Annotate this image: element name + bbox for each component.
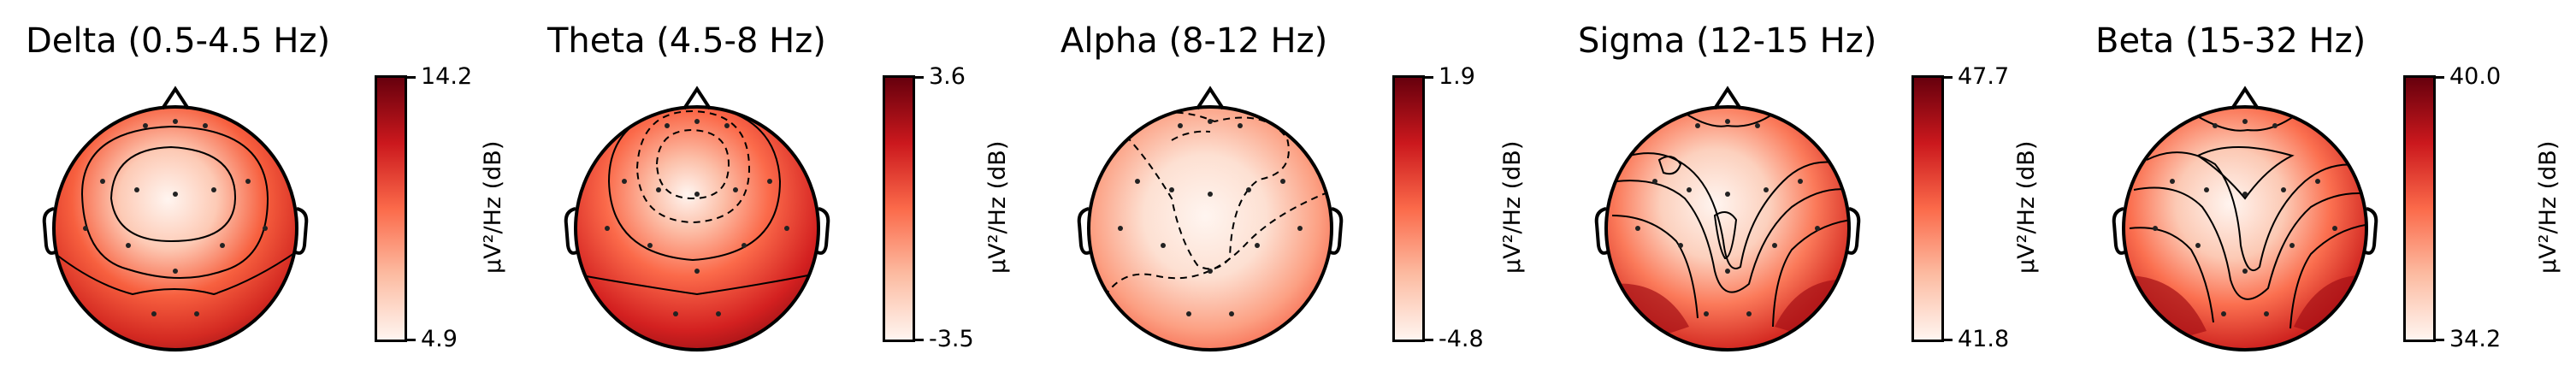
colorbar-min-label: 34.2 — [2449, 326, 2502, 352]
colorbar-max-label: 1.9 — [1439, 63, 1475, 90]
head-outline — [2112, 86, 2378, 352]
colorbar-tick-min — [1944, 339, 1953, 341]
scalp-heatmap — [1089, 107, 1332, 350]
colorbar-axis-label: µV²/Hz (dB) — [480, 140, 506, 274]
topomap-panel-delta: Delta (0.5-4.5 Hz) — [26, 0, 513, 384]
panel-title: Theta (4.5-8 Hz) — [547, 21, 826, 61]
topomap-alpha — [1077, 86, 1344, 352]
colorbar-min-label: -4.8 — [1439, 326, 1484, 352]
colorbar-tick-min — [1425, 339, 1433, 341]
head-outline — [42, 86, 309, 352]
colorbar — [883, 75, 915, 342]
colorbar — [1911, 75, 1944, 342]
sensor-dots — [83, 119, 268, 316]
topomap-beta — [2112, 86, 2378, 352]
colorbar — [375, 75, 407, 342]
topomap-panel-theta: Theta (4.5-8 Hz) — [547, 0, 1026, 384]
colorbar-max-label: 40.0 — [2449, 63, 2502, 90]
colorbar — [2403, 75, 2436, 342]
colorbar-min-label: 4.9 — [421, 326, 458, 352]
colorbar-tick-max — [915, 76, 924, 79]
head-outline — [1594, 86, 1861, 352]
colorbar-axis-label: µV²/Hz (dB) — [1499, 140, 1526, 274]
panel-title: Alpha (8-12 Hz) — [1061, 21, 1328, 61]
colorbar — [1392, 75, 1425, 342]
topomap-sigma — [1594, 86, 1861, 352]
sensor-dots — [605, 119, 789, 316]
colorbar-axis-label: µV²/Hz (dB) — [2535, 140, 2561, 274]
colorbar-tick-min — [407, 339, 416, 341]
topomap-delta — [42, 86, 309, 352]
topomap-panel-beta: Beta (15-32 Hz) — [2095, 0, 2574, 384]
colorbar-tick-max — [407, 76, 416, 79]
topomap-theta — [564, 86, 830, 352]
colorbar-min-label: 41.8 — [1958, 326, 2010, 352]
sensor-dots — [1635, 119, 1820, 316]
sensor-dots — [2153, 119, 2337, 316]
colorbar-min-label: -3.5 — [929, 326, 974, 352]
colorbar-tick-max — [1425, 76, 1433, 79]
head-outline — [564, 86, 830, 352]
panel-title: Sigma (12-15 Hz) — [1578, 21, 1877, 61]
colorbar-tick-min — [915, 339, 924, 341]
colorbar-max-label: 47.7 — [1958, 63, 2010, 90]
colorbar-max-label: 3.6 — [929, 63, 966, 90]
panel-title: Delta (0.5-4.5 Hz) — [26, 21, 331, 61]
colorbar-tick-max — [1944, 76, 1953, 79]
colorbar-tick-max — [2436, 76, 2444, 79]
topomap-panel-sigma: Sigma (12-15 Hz) — [1578, 0, 2057, 384]
colorbar-axis-label: µV²/Hz (dB) — [984, 140, 1011, 274]
colorbar-tick-min — [2436, 339, 2444, 341]
sensor-dots — [1118, 119, 1303, 316]
colorbar-axis-label: µV²/Hz (dB) — [2013, 140, 2040, 274]
colorbar-max-label: 14.2 — [421, 63, 473, 90]
topomap-panel-alpha: Alpha (8-12 Hz) — [1061, 0, 1539, 384]
panel-title: Beta (15-32 Hz) — [2095, 21, 2366, 61]
head-outline — [1077, 86, 1344, 352]
